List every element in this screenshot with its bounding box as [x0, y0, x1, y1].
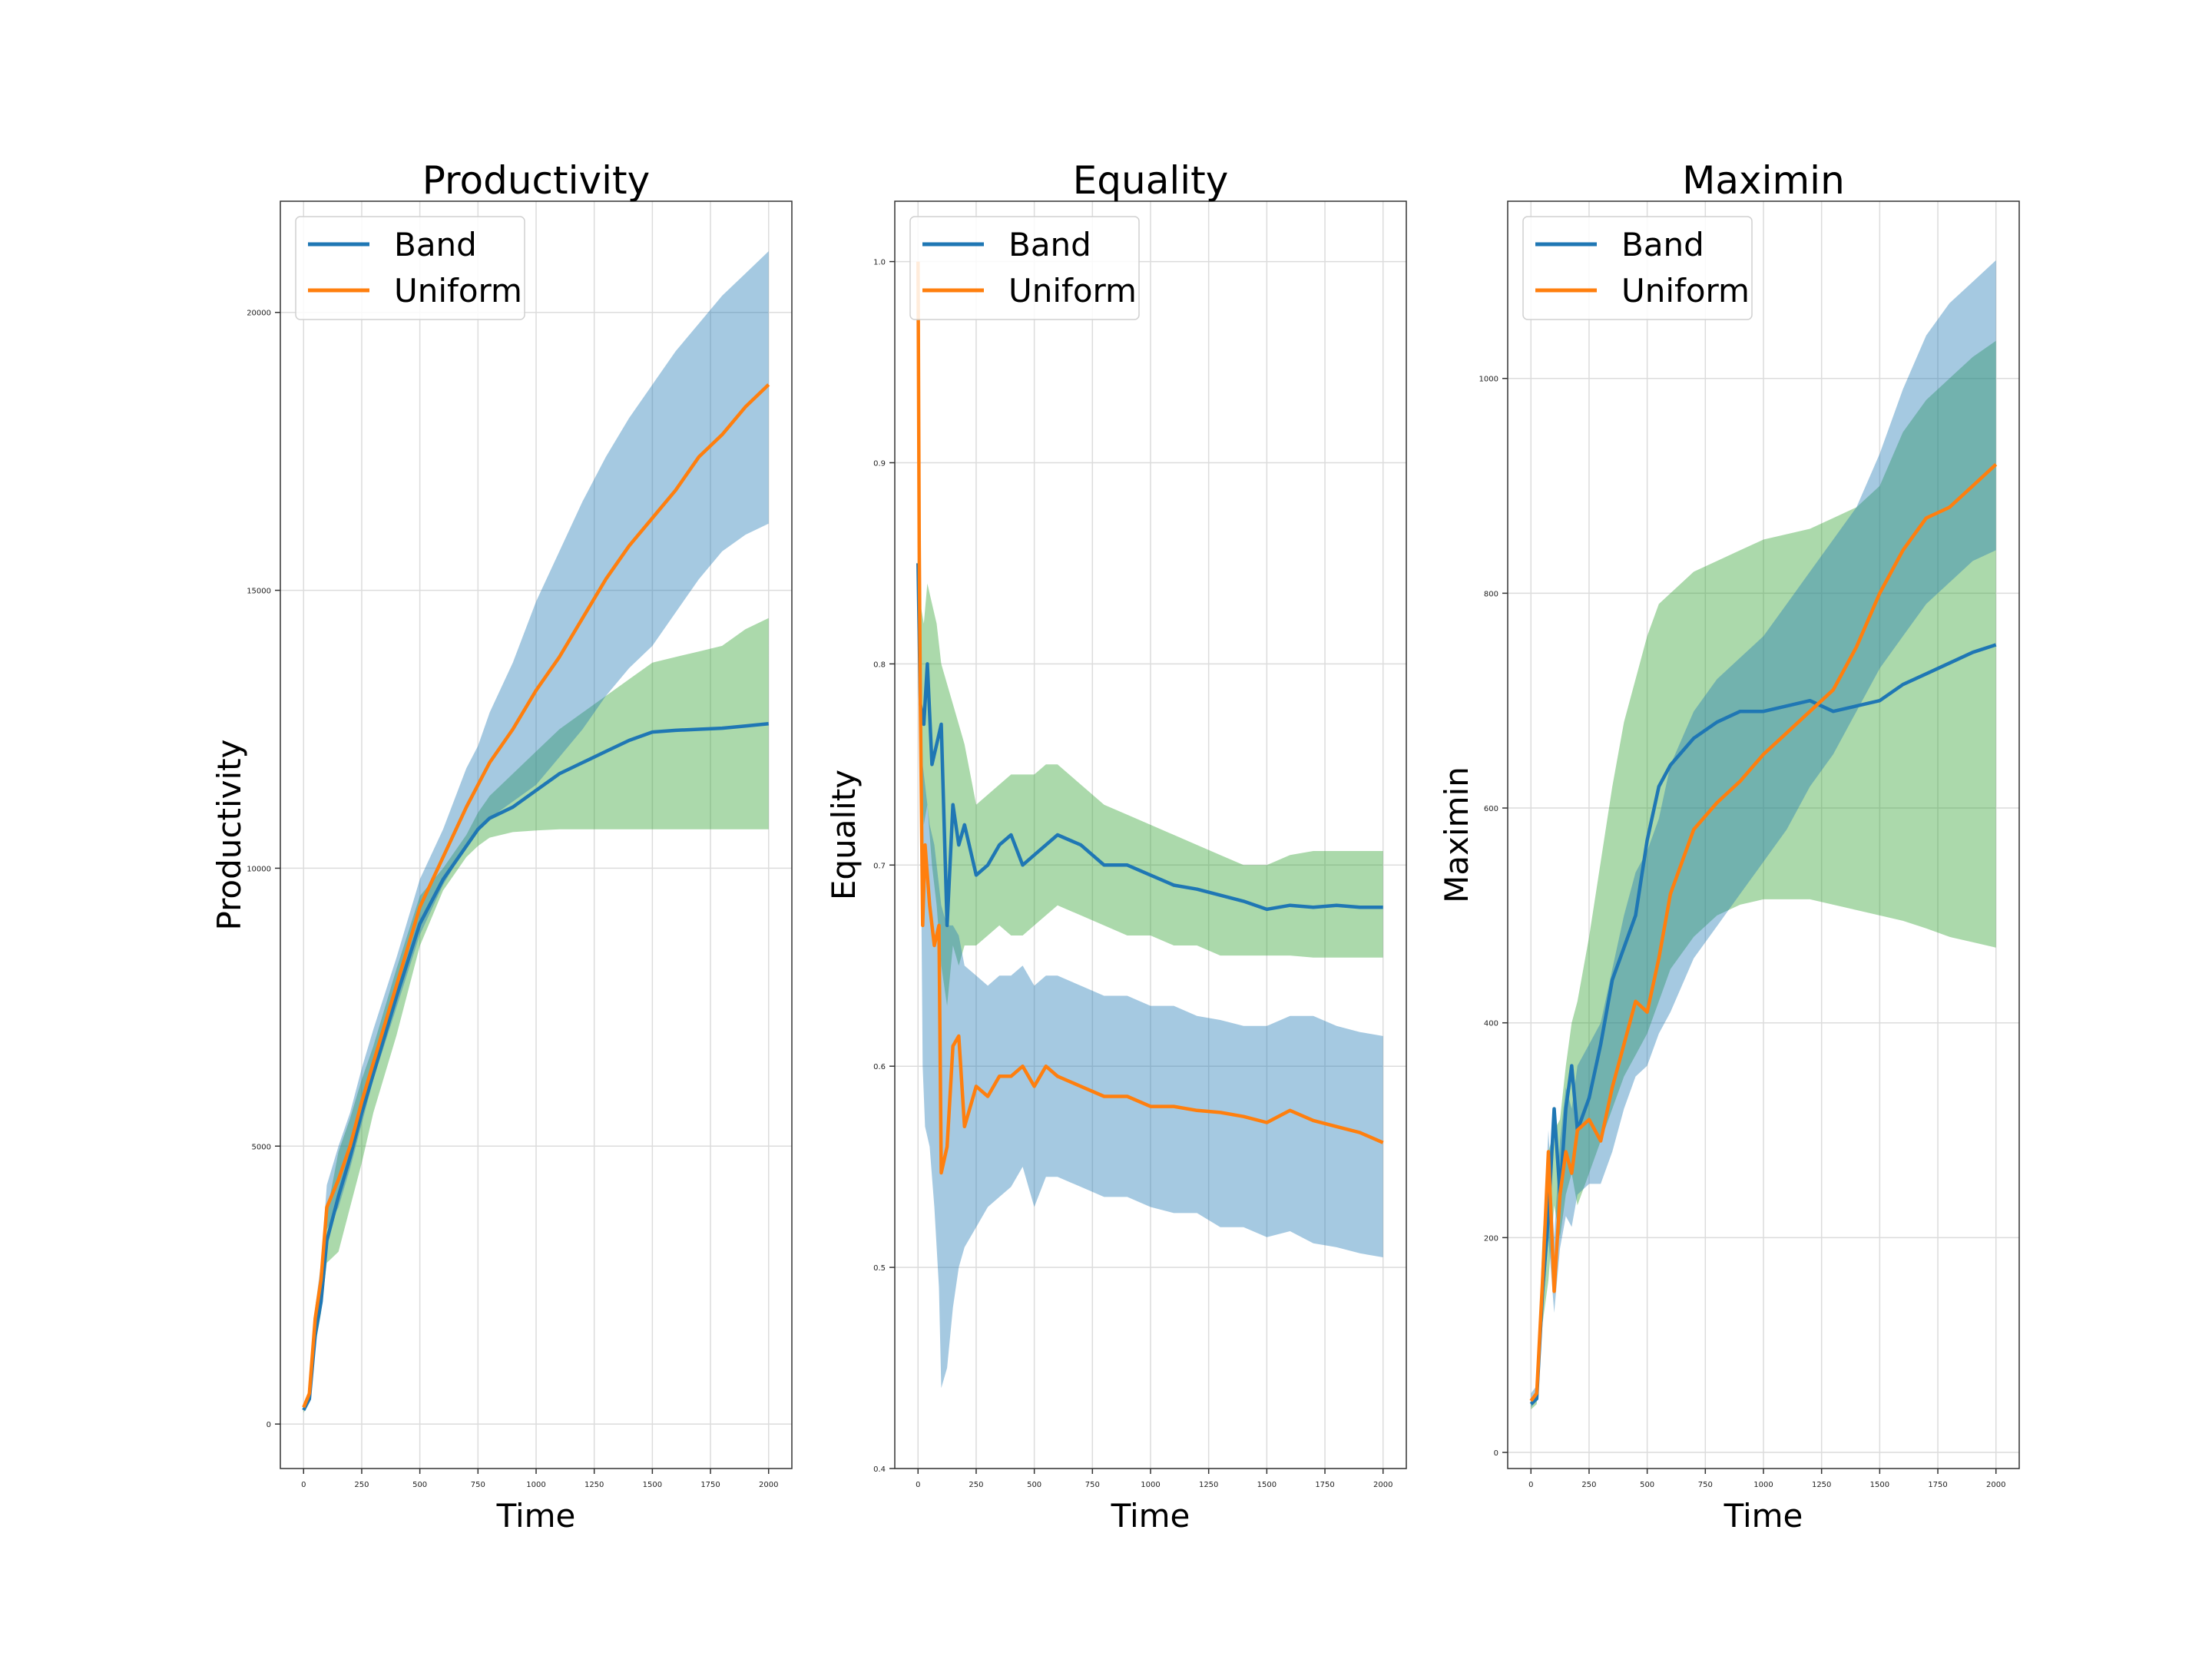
chart-2-xtick-label-4: 1000	[1753, 1481, 1773, 1489]
chart-2-xlabel: Time	[1724, 1497, 1803, 1535]
chart-1-ytick-label-2: 0.6	[873, 1063, 886, 1071]
chart-0-ytick-label-4: 20000	[247, 310, 271, 318]
chart-2: 0 250 500 750 1000 1250 1500 1750 2000 0 200 400 600…	[1438, 158, 2020, 1535]
chart-1-legend-label-uniform: Uniform	[1008, 272, 1137, 310]
chart-2-legend-label-uniform: Uniform	[1621, 272, 1750, 310]
chart-2-xtick-label-1: 250	[1581, 1481, 1596, 1489]
chart-1-ytick-label-4: 0.8	[873, 661, 886, 669]
chart-1-ytick-label-5: 0.9	[873, 459, 886, 468]
chart-0-band-band	[303, 618, 769, 1413]
chart-0-xtick-label-7: 1750	[700, 1481, 720, 1489]
chart-2-band-uniform	[1531, 260, 1996, 1408]
chart-0-ytick-label-2: 10000	[247, 865, 271, 873]
chart-2-ytick-label-3: 600	[1484, 805, 1498, 813]
chart-2-ytick-label-2: 400	[1484, 1020, 1498, 1028]
chart-2-ylabel: Maximin	[1438, 767, 1475, 903]
chart-2-line-uniform	[1529, 462, 1998, 1402]
chart-0-line-band	[302, 722, 769, 1412]
chart-2-xtick-label-5: 1250	[1812, 1481, 1831, 1489]
chart-1-xtick-label-7: 1750	[1315, 1481, 1334, 1489]
chart-1-ytick-label-3: 0.7	[873, 862, 886, 870]
chart-1-xtick-label-6: 1500	[1257, 1481, 1277, 1489]
chart-2-title: Maximin	[1682, 158, 1845, 203]
chart-2-xtick-label-0: 0	[1528, 1481, 1533, 1489]
chart-0-band-uniform	[303, 251, 769, 1411]
chart-2-ytick-label-4: 800	[1484, 590, 1498, 598]
chart-0-xtick-label-0: 0	[301, 1481, 306, 1489]
chart-1-line-uniform	[916, 261, 1384, 1175]
chart-0-xtick-label-4: 1000	[526, 1481, 545, 1489]
chart-2-xtick-label-8: 2000	[1986, 1481, 2005, 1489]
chart-0-xtick-label-2: 500	[412, 1481, 427, 1489]
chart-1-xtick-label-8: 2000	[1373, 1481, 1392, 1489]
chart-0: 0 250 500 750 1000 1250 1500 1750 20000500010000…	[210, 158, 793, 1535]
chart-1-xtick-label-3: 750	[1085, 1481, 1100, 1489]
chart-0-xtick-label-8: 2000	[759, 1481, 778, 1489]
chart-2-xtick-label-2: 500	[1640, 1481, 1654, 1489]
chart-0-xtick-label-6: 1500	[643, 1481, 662, 1489]
chart-0-title: Productivity	[422, 158, 650, 203]
chart-1-band-uniform	[918, 261, 1383, 1389]
chart-0-ytick-label-1: 5000	[252, 1143, 271, 1151]
chart-0-legend-label-uniform: Uniform	[394, 272, 522, 310]
chart-2-xtick-label-7: 1750	[1928, 1481, 1947, 1489]
chart-2-ytick-label-0: 0	[1494, 1449, 1498, 1458]
chart-1-band-band	[918, 523, 1383, 1006]
chart-1-ytick-label-1: 0.5	[873, 1264, 886, 1273]
chart-0-legend-label-band: Band	[394, 226, 477, 263]
chart-0-line-uniform	[302, 383, 770, 1409]
chart-1-ylabel: Equality	[825, 770, 863, 900]
chart-1-ytick-label-6: 1.0	[873, 259, 886, 267]
chart-1-xtick-label-4: 1000	[1141, 1481, 1160, 1489]
chart-2-ytick-label-5: 1000	[1479, 376, 1498, 384]
chart-0-xtick-label-1: 250	[354, 1481, 369, 1489]
chart-1-line-band	[916, 563, 1383, 928]
chart-1-xtick-label-1: 250	[969, 1481, 983, 1489]
chart-0-xtick-label-3: 750	[471, 1481, 485, 1489]
chart-0-ytick-label-0: 0	[267, 1421, 271, 1429]
chart-1-title: Equality	[1073, 158, 1229, 203]
chart-2-band-band	[1531, 340, 1996, 1410]
chart-0-ylabel: Productivity	[210, 740, 248, 931]
chart-0-xtick-label-5: 1250	[584, 1481, 604, 1489]
chart-1-legend-label-band: Band	[1008, 226, 1091, 263]
chart-1-xtick-label-2: 500	[1027, 1481, 1041, 1489]
chart-2-legend-label-band: Band	[1621, 226, 1704, 263]
chart-2-ytick-label-1: 200	[1484, 1234, 1498, 1243]
chart-1-ytick-label-0: 0.4	[873, 1465, 886, 1474]
chart-1-xtick-label-5: 1250	[1199, 1481, 1218, 1489]
chart-1-xlabel: Time	[1111, 1497, 1190, 1535]
chart-0-ytick-label-3: 15000	[247, 588, 271, 596]
chart-0-xlabel: Time	[496, 1497, 576, 1535]
chart-1-xtick-label-0: 0	[916, 1481, 920, 1489]
chart-1: 0 250 500 750 1000 1250 1500 1750 2000 0.4 0.5 0.6 0…	[825, 158, 1407, 1535]
chart-2-xtick-label-3: 750	[1698, 1481, 1713, 1489]
chart-2-xtick-label-6: 1500	[1870, 1481, 1889, 1489]
